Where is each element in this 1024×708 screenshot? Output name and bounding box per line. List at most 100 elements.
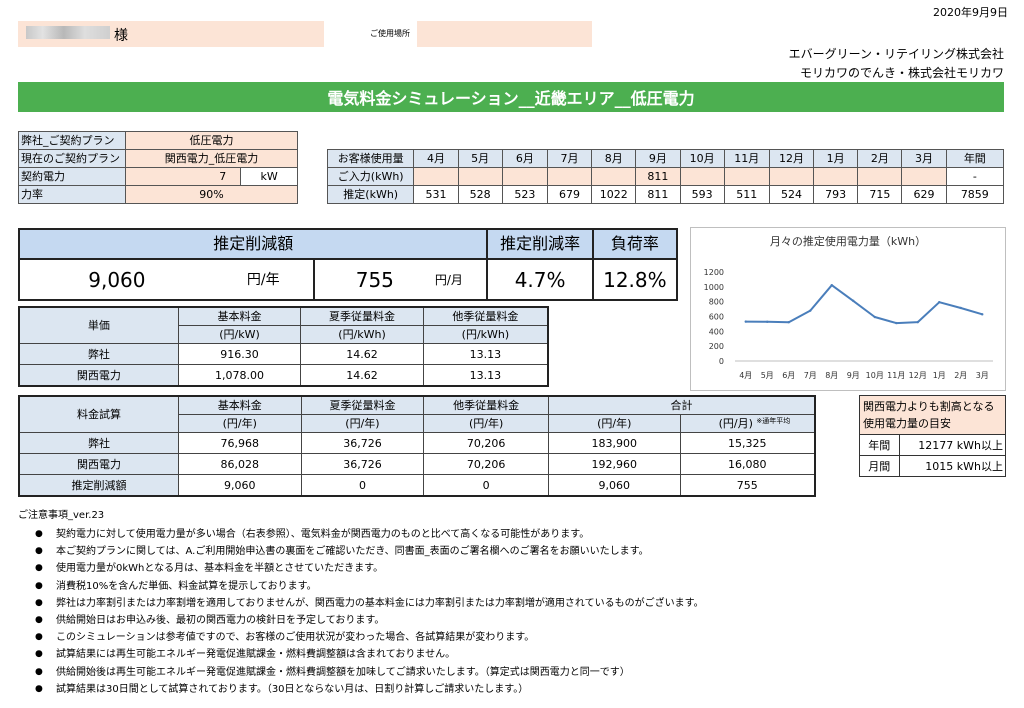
note-item: ● 使用電力量が0kWhとなる月は、基本料金を半額とさせていただきます。 <box>18 560 704 577</box>
notes-list: ● 契約電力に対して使用電力量が多い場合（右表参照）、電気料金が関西電力のものと比… <box>18 526 704 698</box>
monthly-total: 16,080 <box>679 453 816 475</box>
fee-trial-table: 料金試算 基本料金 夏季従量料金 他季従量料金 合計 (円/年) (円/年) (… <box>17 395 817 497</box>
note-item: ● 弊社は力率割引または力率割増を適用しておりませんが、関西電力の基本料金には力率… <box>18 595 704 612</box>
note-text: 本ご契約プランに関しては、A.ご利用開始申込書の裏面をご確認いただき、同書面_表… <box>56 546 649 558</box>
table-row: 弊社 916.30 14.62 13.13 <box>17 343 549 365</box>
y-tick-label: 1000 <box>704 283 724 292</box>
annual-reduction-unit: 円/年 <box>213 258 315 301</box>
usage-input-value: 811 <box>635 167 681 186</box>
y-tick-label: 600 <box>709 313 724 322</box>
note-item: ● 消費税10%を含んだ単価、料金試算を提示しております。 <box>18 578 704 595</box>
usage-input-value <box>457 167 503 186</box>
address-label: ご使用場所 <box>370 29 410 38</box>
usage-estimate-value: 793 <box>813 185 859 204</box>
note-text: 試算結果は30日間として試算されております。（30日とならない月は、日割り計算し… <box>56 683 529 695</box>
chart-title: 月々の推定使用電力量（kWh） <box>770 234 926 248</box>
x-tick-label: 6月 <box>782 371 795 380</box>
table-row: 弊社 76,968 36,726 70,206 183,900 15,325 <box>17 432 816 454</box>
usage-month-header: 11月 <box>723 149 770 168</box>
usage-input-value <box>768 167 815 186</box>
x-tick-label: 12月 <box>909 371 927 380</box>
usage-input-value <box>501 167 548 186</box>
bullet-icon: ● <box>35 632 43 643</box>
usage-input-value <box>591 167 637 186</box>
trial-other-header: 他季従量料金 <box>423 395 550 415</box>
data-point <box>852 299 855 303</box>
table-row: 推定削減額 9,060 0 0 9,060 755 <box>17 474 816 497</box>
note-text: 試算結果には再生可能エネルギー発電促進賦課金・燃料費調整額は含まれておりません。 <box>56 649 456 661</box>
usage-header-label: お客様使用量 <box>326 149 415 168</box>
usage-annual-header: 年間 <box>945 149 1005 168</box>
load-factor-value: 12.8% <box>591 258 679 301</box>
trial-base-unit: (円/年) <box>177 414 302 433</box>
usage-input-value <box>901 167 947 186</box>
usage-month-header: 1月 <box>813 149 859 168</box>
note-text: 供給開始日はお申込み後、最初の関西電力の検針日を予定しております。 <box>56 614 385 626</box>
x-tick-label: 9月 <box>847 371 860 380</box>
base-fee: 86,028 <box>177 453 302 475</box>
usage-input-row: ご入力(kWh) 811 - <box>326 167 1005 186</box>
usage-estimate-value: 715 <box>857 185 903 204</box>
contract-power-label: 契約電力 <box>18 167 126 186</box>
usage-month-header: 4月 <box>413 149 459 168</box>
note-item: ● 供給開始後は再生可能エネルギー発電促進賦課金・燃料費調整額を加味してご請求いた… <box>18 664 704 681</box>
summer-fee: 36,726 <box>300 453 425 475</box>
company-name-2: モリカワのでんき・株式会社モリカワ <box>799 66 1004 80</box>
usage-input-value <box>857 167 903 186</box>
unit-price-summer-header: 夏季従量料金 <box>300 306 424 326</box>
row-label: 関西電力 <box>17 364 179 387</box>
usage-input-value <box>813 167 859 186</box>
threshold-annual-value: 12177 kWh以上 <box>898 434 1007 456</box>
usage-month-header: 6月 <box>501 149 548 168</box>
unit-price-base-unit: (円/kW) <box>177 325 302 344</box>
data-point <box>959 306 962 310</box>
usage-month-header: 8月 <box>591 149 637 168</box>
bullet-icon: ● <box>35 597 43 608</box>
threshold-guide-table: 関西電力よりも割高となる使用電力量の目安 年間 12177 kWh以上 月間 1… <box>859 395 1007 477</box>
usage-month-header: 2月 <box>857 149 903 168</box>
note-item: ● このシミュレーションは参考値ですので、お客様のご使用状況が変わった場合、各試算… <box>18 629 704 646</box>
usage-input-annual: - <box>945 167 1005 186</box>
monthly-usage-line-chart: 月々の推定使用電力量（kWh） 0 200 400 600 800 1000 1200 4月 5月… <box>704 234 993 380</box>
unit-price-label: 単価 <box>17 306 179 344</box>
summer-fee: 0 <box>300 474 425 497</box>
monthly-total: 15,325 <box>679 432 816 454</box>
note-item: ● 試算結果には再生可能エネルギー発電促進賦課金・燃料費調整額は含まれておりません… <box>18 646 704 663</box>
base-price: 916.30 <box>177 343 302 365</box>
x-tick-label: 1月 <box>933 371 946 380</box>
annual-reduction-value: 9,060 <box>18 258 214 301</box>
bullet-icon: ● <box>35 683 43 694</box>
table-row: 関西電力 86,028 36,726 70,206 192,960 16,080 <box>17 453 816 475</box>
data-point <box>766 320 769 324</box>
monthly-total: 755 <box>679 474 816 497</box>
annual-average-note: ※通年平均 <box>756 417 791 425</box>
usage-estimate-annual: 7859 <box>945 185 1005 204</box>
document-date: 2020年9月9日 <box>933 6 1008 19</box>
address-field <box>417 21 592 47</box>
usage-estimate-value: 528 <box>457 185 503 204</box>
data-point <box>787 321 790 324</box>
customer-name-field: 様 <box>18 21 324 47</box>
bullet-icon: ● <box>35 649 43 660</box>
reduction-rate-value: 4.7% <box>486 258 594 301</box>
usage-month-header: 5月 <box>457 149 503 168</box>
usage-estimate-row: 推定(kWh) 531 528 523 679 1022 811 593 511 524 793 7… <box>326 185 1005 204</box>
current-plan-value: 関西電力_低圧電力 <box>124 149 299 168</box>
x-tick-label: 3月 <box>976 371 989 380</box>
usage-estimate-value: 511 <box>723 185 770 204</box>
usage-month-header: 9月 <box>635 149 681 168</box>
fee-trial-label: 料金試算 <box>17 395 179 433</box>
plan-table: 弊社_ご契約プラン 低圧電力 現在のご契約プラン 関西電力_低圧電力 契約電力 … <box>18 131 299 204</box>
x-tick-label: 8月 <box>825 371 838 380</box>
monthly-reduction-value: 755 <box>312 258 435 301</box>
usage-month-header: 7月 <box>546 149 593 168</box>
bullet-icon: ● <box>35 529 43 539</box>
contract-power-value: 7 <box>124 167 242 186</box>
trial-total-header: 合計 <box>548 395 817 415</box>
usage-estimate-value: 524 <box>768 185 815 204</box>
y-tick-label: 200 <box>709 342 724 351</box>
trial-summer-unit: (円/年) <box>300 414 425 433</box>
usage-header-row: お客様使用量 4月 5月 6月 7月 8月 9月 10月 11月 12月 1月 2月 3月 年間 <box>326 149 1005 168</box>
usage-input-value <box>679 167 725 186</box>
x-tick-label: 7月 <box>804 371 817 380</box>
